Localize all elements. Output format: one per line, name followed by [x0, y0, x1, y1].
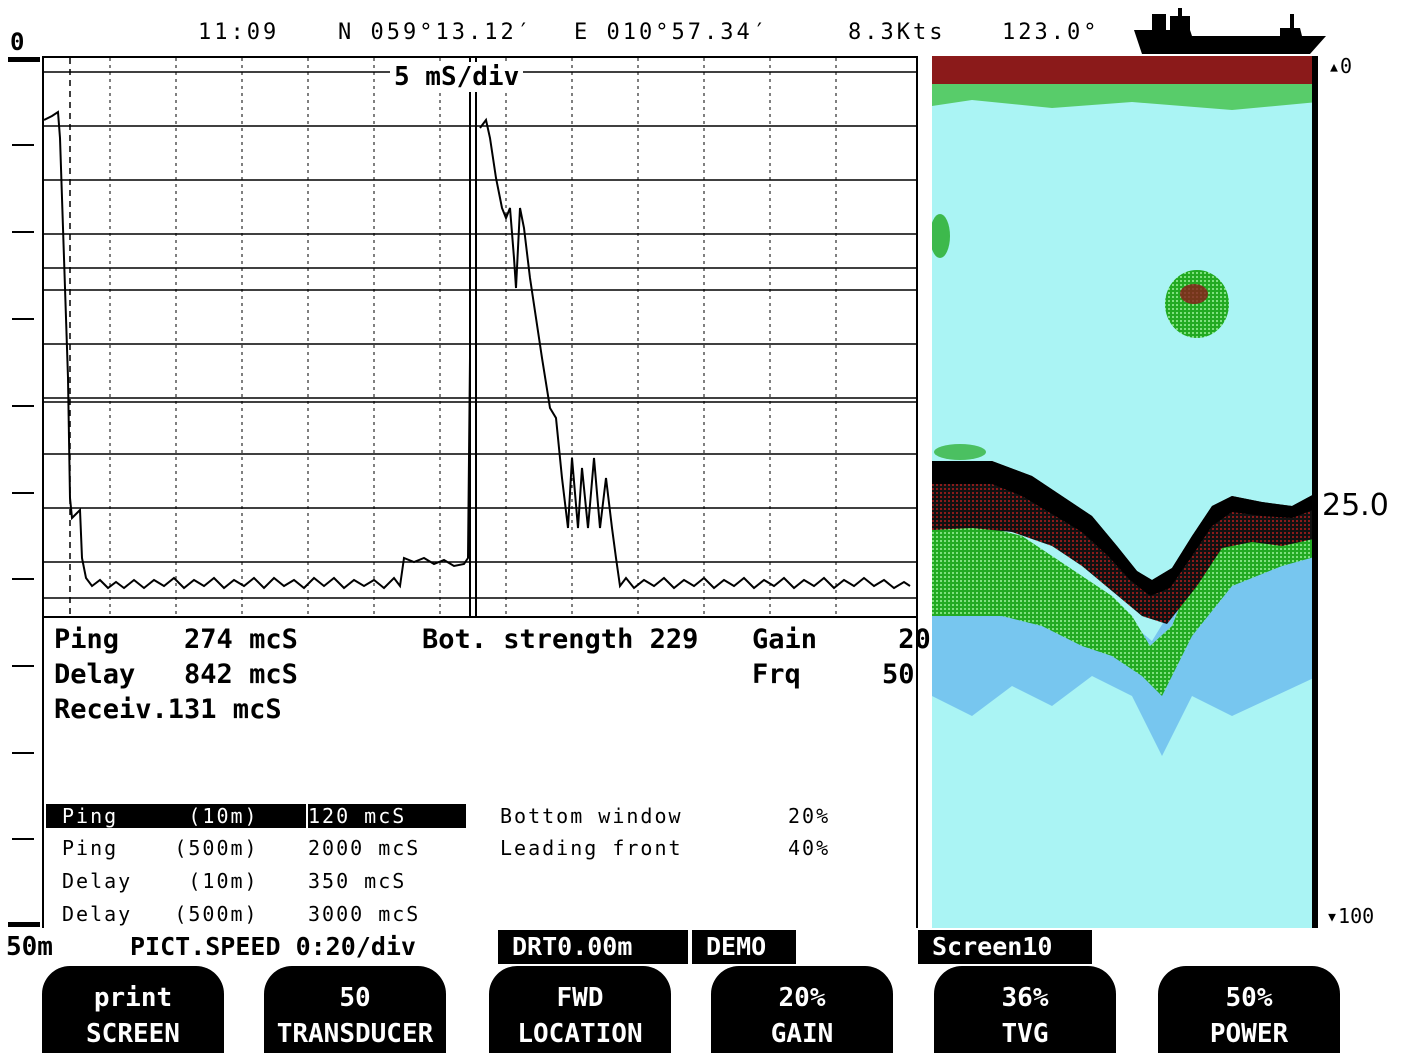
settings-row-label[interactable]: Ping (10m)	[46, 804, 306, 828]
heading-readout: 123.0°	[1002, 20, 1100, 45]
depth-scale-tick	[12, 492, 34, 494]
settings-row-label[interactable]: Ping (500m)	[62, 836, 259, 860]
leading-front-label[interactable]: Leading front	[500, 836, 683, 860]
softkey-label: TRANSDUCER	[276, 1019, 434, 1049]
softkey-value: print	[93, 983, 173, 1013]
speed-readout: 8.3Kts	[848, 20, 946, 45]
depth-scale-tick	[12, 231, 34, 233]
ship-icon	[1134, 8, 1326, 54]
settings-row-label[interactable]: Delay (500m)	[62, 902, 259, 926]
drt-readout: DRT0.00m	[498, 930, 688, 964]
softkey-value: 36%	[1001, 983, 1049, 1013]
echo-trace-right	[479, 117, 911, 590]
tvg-button[interactable]: 36% TVG	[934, 966, 1116, 1053]
longitude-readout: E 010°57.34′	[574, 20, 769, 45]
softkey-label: LOCATION	[517, 1019, 643, 1049]
softkey-value: 50	[339, 983, 371, 1013]
receiv-readout: Receiv.131 mcS	[54, 694, 282, 725]
print-screen-button[interactable]: print SCREEN	[42, 966, 224, 1053]
bottom-window-label[interactable]: Bottom window	[500, 804, 683, 828]
bottom-strength-readout: Bot. strength 229	[422, 624, 699, 655]
settings-row-label[interactable]: Delay (10m)	[62, 869, 259, 893]
softkey-label: GAIN	[770, 1019, 834, 1049]
info-panel: Ping 274 mcS Delay 842 mcS Receiv.131 mc…	[42, 618, 931, 928]
mode-badge: DEMO	[692, 930, 796, 964]
delay-readout: Delay 842 mcS	[54, 659, 298, 690]
echogram-scale-mid: 25.0	[1322, 488, 1389, 523]
transducer-button[interactable]: 50 TRANSDUCER	[264, 966, 446, 1053]
power-button[interactable]: 50% POWER	[1158, 966, 1340, 1053]
settings-row-value[interactable]: 120 mcS	[308, 804, 466, 828]
depth-scale-tick	[12, 318, 34, 320]
softkey-label: POWER	[1209, 1019, 1289, 1049]
depth-scale-tick	[12, 752, 34, 754]
picture-speed-readout[interactable]: PICT.SPEED 0:20/div	[130, 932, 416, 961]
ping-readout: Ping 274 mcS	[54, 624, 298, 655]
frequency-readout: Frq 50	[752, 659, 915, 690]
echo-trace-left	[44, 110, 471, 590]
location-button[interactable]: FWD LOCATION	[489, 966, 671, 1053]
echogram-display	[932, 56, 1318, 928]
settings-row-value[interactable]: 3000 mcS	[308, 902, 421, 926]
depth-scale-tick	[12, 405, 34, 407]
depth-scale-tick	[12, 144, 34, 146]
depth-scale-tick	[12, 838, 34, 840]
latitude-readout: N 059°13.12′	[338, 20, 533, 45]
depth-scale-bottom-label: 50m	[6, 932, 53, 962]
echogram-scale-bottom: ▾100	[1326, 904, 1375, 928]
leading-front-value[interactable]: 40%	[788, 836, 831, 860]
echogram-scale-top: ▴0	[1328, 54, 1353, 78]
softkey-label: SCREEN	[86, 1019, 180, 1049]
softkey-value: 50%	[1225, 983, 1273, 1013]
depth-scale-tick	[12, 578, 34, 580]
depth-scale-top-bar	[8, 57, 40, 62]
settings-row-value[interactable]: 350 mcS	[308, 869, 407, 893]
gain-button[interactable]: 20% GAIN	[711, 966, 893, 1053]
scope-time-division: 5 mS/div	[390, 62, 524, 92]
bottom-window-value[interactable]: 20%	[788, 804, 831, 828]
depth-scale-top-label: 0	[10, 28, 25, 56]
softkey-value: 20%	[778, 983, 826, 1013]
settings-row-value[interactable]: 2000 mcS	[308, 836, 421, 860]
depth-scale-tick	[12, 665, 34, 667]
a-scope-panel: 5 mS/div	[42, 56, 918, 618]
a-scope-graph	[44, 58, 916, 616]
gain-readout: Gain 20	[752, 624, 931, 655]
softkey-value: FWD	[556, 983, 604, 1013]
time-readout: 11:09	[198, 20, 280, 45]
screen-number: Screen10	[918, 930, 1092, 964]
softkey-label: TVG	[1001, 1019, 1049, 1049]
depth-scale-bottom-bar	[8, 922, 40, 927]
